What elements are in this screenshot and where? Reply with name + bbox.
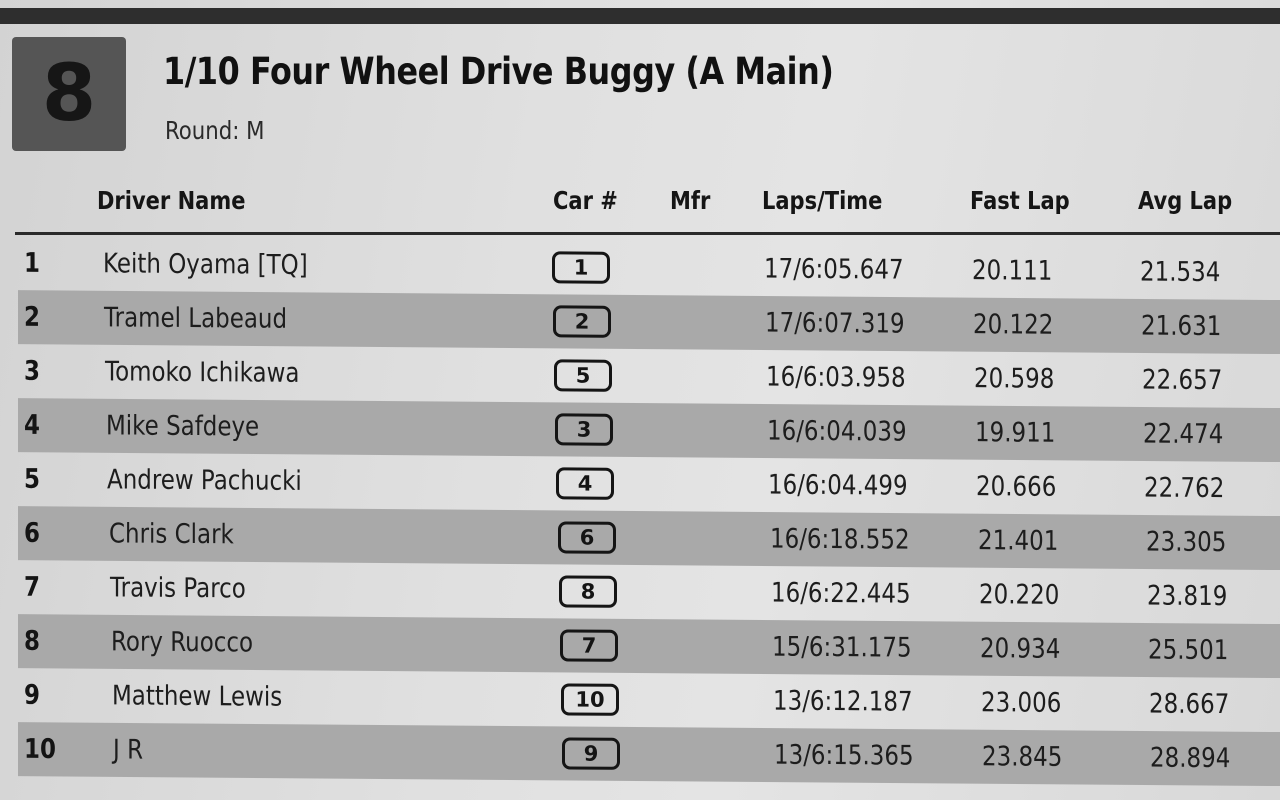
- driver-name-cell: J R: [113, 734, 144, 766]
- position-cell: 8: [24, 625, 40, 657]
- table-row: 8 Rory Ruocco 15/6:31.175 20.934 25.501 7: [0, 614, 1280, 678]
- car-number-badge: 10: [561, 683, 619, 716]
- position-cell: 3: [24, 355, 40, 387]
- avg-lap-cell: 22.657: [1142, 364, 1223, 397]
- position-cell: 5: [24, 463, 40, 495]
- fast-lap-cell: 20.934: [980, 633, 1061, 665]
- race-title: 1/10 Four Wheel Drive Buggy (A Main): [163, 50, 834, 93]
- fast-lap-cell: 23.845: [982, 741, 1063, 773]
- car-number: 10: [575, 687, 605, 712]
- car-number: 1: [573, 255, 589, 280]
- car-number: 8: [580, 579, 596, 604]
- table-row: 7 Travis Parco 16/6:22.445 20.220 23.819 8: [0, 560, 1280, 624]
- car-number: 3: [576, 417, 592, 442]
- car-number-badge: 9: [562, 737, 620, 770]
- driver-name-cell: Andrew Pachucki: [107, 464, 302, 497]
- car-number: 7: [581, 633, 597, 658]
- header-car-number: Car #: [553, 186, 618, 215]
- round-label: Round: M: [165, 116, 265, 145]
- car-number-badge: 3: [555, 413, 613, 446]
- fast-lap-cell: 19.911: [975, 417, 1056, 449]
- fast-lap-cell: 20.598: [974, 363, 1055, 395]
- laps-time-cell: 16/6:04.039: [767, 415, 907, 448]
- table-row: 2 Tramel Labeaud 17/6:07.319 20.122 21.631 2: [0, 290, 1280, 354]
- table-row: 1 Keith Oyama [TQ] 17/6:05.647 20.111 21.534…: [0, 236, 1280, 300]
- table-row: 6 Chris Clark 16/6:18.552 21.401 23.305 6: [0, 506, 1280, 570]
- race-number: 8: [41, 49, 97, 139]
- laps-time-cell: 16/6:04.499: [768, 469, 908, 502]
- position-cell: 7: [24, 571, 40, 603]
- car-number-badge: 5: [554, 359, 612, 392]
- driver-name-cell: Travis Parco: [110, 572, 246, 605]
- header-avg-lap: Avg Lap: [1138, 186, 1233, 215]
- avg-lap-cell: 28.894: [1150, 742, 1231, 775]
- fast-lap-cell: 21.401: [978, 525, 1059, 557]
- avg-lap-cell: 21.631: [1141, 310, 1222, 343]
- driver-name-cell: Matthew Lewis: [112, 680, 283, 713]
- car-number-badge: 8: [559, 575, 617, 608]
- avg-lap-cell: 28.667: [1149, 688, 1230, 721]
- position-cell: 2: [24, 301, 40, 333]
- table-row: 5 Andrew Pachucki 16/6:04.499 20.666 22.762 4: [0, 452, 1280, 516]
- car-number-badge: 4: [556, 467, 614, 500]
- table-row: 3 Tomoko Ichikawa 16/6:03.958 20.598 22.657 5: [0, 344, 1280, 408]
- position-cell: 6: [24, 517, 40, 549]
- header-manufacturer: Mfr: [670, 186, 711, 215]
- fast-lap-cell: 20.122: [973, 309, 1054, 341]
- driver-name-cell: Rory Ruocco: [111, 626, 254, 659]
- avg-lap-cell: 23.305: [1146, 526, 1227, 559]
- avg-lap-cell: 25.501: [1148, 634, 1229, 667]
- driver-name-cell: Chris Clark: [109, 518, 234, 551]
- laps-time-cell: 17/6:07.319: [765, 307, 905, 340]
- header-laps-time: Laps/Time: [762, 186, 883, 215]
- header-driver-name: Driver Name: [97, 186, 246, 215]
- laps-time-cell: 16/6:03.958: [766, 361, 906, 394]
- car-number: 9: [583, 741, 599, 766]
- fast-lap-cell: 20.220: [979, 579, 1060, 611]
- car-number-badge: 7: [560, 629, 618, 662]
- driver-name-cell: Tramel Labeaud: [104, 302, 288, 335]
- car-number-badge: 2: [553, 305, 611, 338]
- fast-lap-cell: 23.006: [981, 687, 1062, 719]
- results-table-body: 1 Keith Oyama [TQ] 17/6:05.647 20.111 21.534…: [0, 236, 1280, 790]
- driver-name-cell: Tomoko Ichikawa: [105, 356, 300, 389]
- avg-lap-cell: 22.474: [1143, 418, 1224, 451]
- position-cell: 4: [24, 409, 40, 441]
- position-cell: 1: [24, 247, 40, 279]
- car-number: 6: [579, 525, 595, 550]
- driver-name-cell: Mike Safdeye: [106, 410, 260, 443]
- avg-lap-cell: 21.534: [1140, 256, 1221, 289]
- car-number-badge: 1: [552, 251, 610, 284]
- avg-lap-cell: 22.762: [1144, 472, 1225, 505]
- position-cell: 9: [24, 679, 40, 711]
- laps-time-cell: 15/6:31.175: [772, 631, 912, 664]
- laps-time-cell: 13/6:12.187: [773, 685, 913, 718]
- table-row: 9 Matthew Lewis 13/6:12.187 23.006 28.667 10: [0, 668, 1280, 732]
- position-cell: 10: [24, 733, 56, 765]
- race-number-badge: 8: [12, 37, 126, 151]
- table-row: 4 Mike Safdeye 16/6:04.039 19.911 22.474 3: [0, 398, 1280, 462]
- top-rule: [0, 8, 1280, 24]
- car-number: 4: [577, 471, 593, 496]
- driver-name-cell: Keith Oyama [TQ]: [103, 248, 308, 281]
- table-row: 10 J R 13/6:15.365 23.845 28.894 9: [0, 722, 1280, 786]
- laps-time-cell: 16/6:22.445: [771, 577, 911, 610]
- header-fast-lap: Fast Lap: [970, 186, 1070, 215]
- laps-time-cell: 13/6:15.365: [774, 739, 914, 772]
- car-number-badge: 6: [558, 521, 616, 554]
- avg-lap-cell: 23.819: [1147, 580, 1228, 613]
- car-number: 5: [575, 363, 591, 388]
- laps-time-cell: 16/6:18.552: [770, 523, 910, 556]
- laps-time-cell: 17/6:05.647: [764, 253, 904, 286]
- car-number: 2: [574, 309, 590, 334]
- fast-lap-cell: 20.666: [976, 471, 1057, 503]
- header-rule: [15, 232, 1280, 235]
- fast-lap-cell: 20.111: [972, 255, 1053, 287]
